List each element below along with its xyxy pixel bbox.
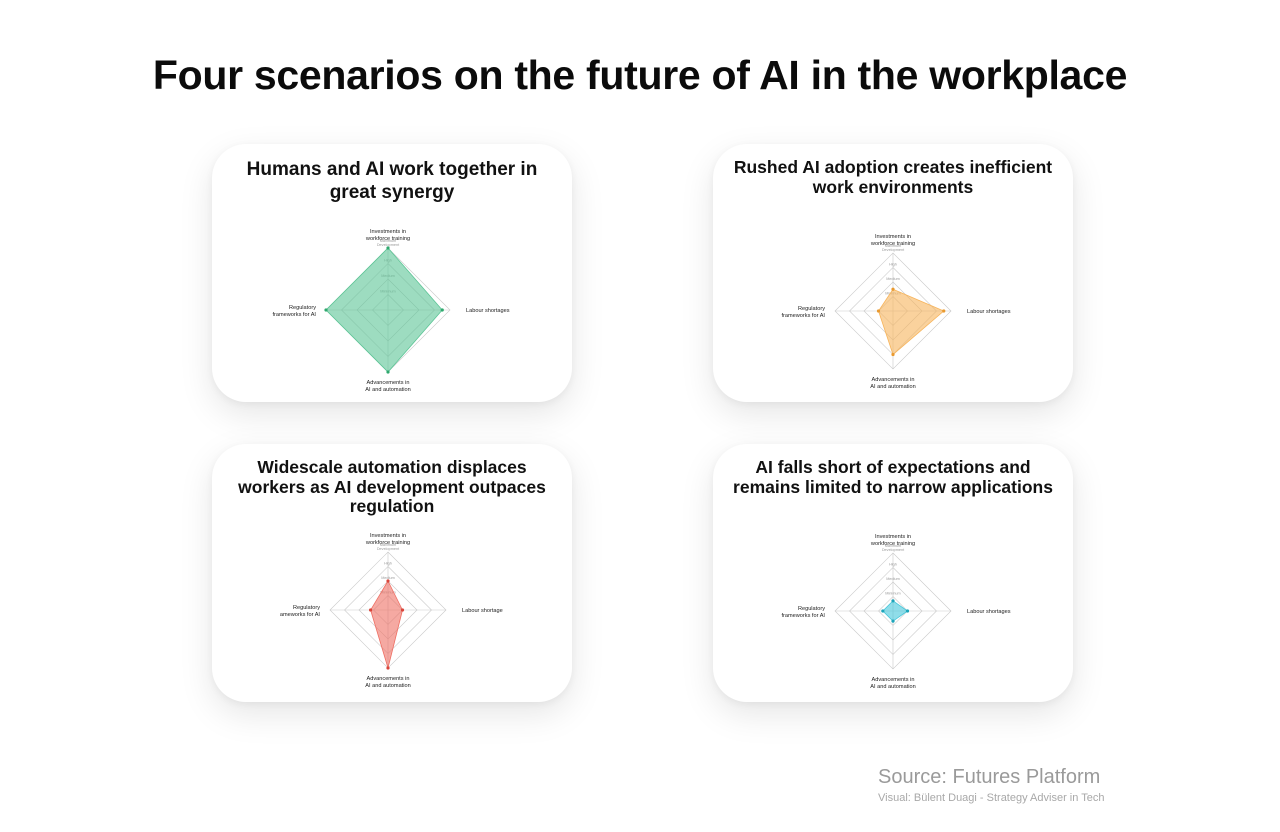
data-point-0 — [386, 246, 390, 250]
ring-label: Medium — [886, 277, 900, 281]
data-point-0 — [891, 287, 895, 291]
ring-label: Maximum Development — [377, 239, 400, 247]
chart-title: Widescale automation displaces workers a… — [238, 457, 546, 517]
axis-label-2: Advancements in AI and automation — [365, 380, 410, 393]
data-point-0 — [386, 579, 390, 583]
radar-chart-falls-short: Minimum Medium High Maximum DevelopmentInves… — [781, 534, 1011, 690]
axis-label-0: Investments in workforce training — [365, 533, 410, 546]
axis-label-1: Labour shortage — [462, 608, 503, 614]
data-point-3 — [324, 308, 328, 312]
source-label: Source: Futures Platform — [878, 766, 1101, 788]
axis-label-0: Investments in workforce training — [365, 229, 410, 242]
axis-label-1: Labour shortages — [967, 609, 1011, 615]
axis-label-1: Labour shortages — [466, 308, 510, 314]
scenario-card-widescale-automation: Widescale automation displaces workers a… — [212, 444, 572, 702]
ring-label: Maximum Development — [377, 543, 400, 551]
axis-label-0: Investments in workforce training — [870, 234, 915, 247]
ring-label: Medium — [381, 576, 395, 580]
data-point-1 — [440, 308, 444, 312]
data-point-2 — [386, 666, 390, 670]
radar-chart-widescale-automation: MinimumMediumHighMaximumDevelopmentInves… — [280, 533, 503, 689]
data-point-2 — [891, 619, 895, 623]
ring-label: High — [384, 562, 392, 566]
data-point-1 — [942, 309, 946, 313]
data-point-3 — [881, 609, 885, 613]
credit-label: Visual: Bülent Duagi - Strategy Adviser … — [878, 792, 1105, 804]
ring-label: Medium — [886, 577, 900, 581]
radar-chart-synergy: MinimumMediumHighMaximumDevelopmentInves… — [272, 229, 510, 393]
data-point-1 — [400, 608, 405, 612]
axis-label-3: Regulatory frameworks for AI — [272, 305, 316, 318]
data-area — [878, 288, 945, 356]
ring-label: High — [889, 563, 897, 567]
axis-label-2: Advancements in AI and automation — [365, 676, 410, 689]
ring-label: High — [889, 263, 897, 267]
chart-title: AI falls short of expectations and remai… — [733, 457, 1053, 497]
scenario-card-synergy: Humans and AI work together in great syn… — [212, 144, 572, 402]
data-point-3 — [369, 608, 373, 612]
data-point-3 — [876, 309, 881, 313]
scenario-card-falls-short: AI falls short of expectations and remai… — [713, 444, 1073, 702]
data-area — [325, 247, 443, 373]
ring-label: Minimum — [885, 592, 900, 596]
data-point-1 — [905, 609, 910, 613]
scenario-card-rushed-adoption: Rushed AI adoption creates inefficient w… — [713, 144, 1073, 402]
data-point-0 — [891, 599, 895, 603]
axis-label-1: Labour shortages — [967, 309, 1011, 315]
radar-chart-rushed-adoption: MinimumMediumHighMaximumDevelopmentInves… — [781, 234, 1011, 390]
axis-label-3: Regulatory frameworks for AI — [781, 606, 825, 619]
axis-label-0: Investments in workforce training — [870, 534, 915, 547]
ring-label: Maximum Development — [882, 244, 905, 252]
axis-label-3: Regulatory frameworks for AI — [781, 306, 825, 319]
data-point-2 — [891, 352, 895, 357]
page-title: Four scenarios on the future of AI in th… — [152, 52, 1128, 98]
chart-title: Humans and AI work together in great syn… — [246, 159, 538, 204]
axis-label-3: Regulatory ameworks for AI — [280, 605, 321, 618]
axis-label-2: Advancements in AI and automation — [870, 377, 915, 390]
axis-label-2: Advancements in AI and automation — [870, 677, 915, 690]
data-point-2 — [386, 370, 390, 374]
data-area — [370, 580, 403, 670]
chart-title: Rushed AI adoption creates inefficient w… — [733, 157, 1053, 197]
ring-label: Maximum Development — [882, 544, 905, 552]
data-area — [882, 600, 909, 622]
